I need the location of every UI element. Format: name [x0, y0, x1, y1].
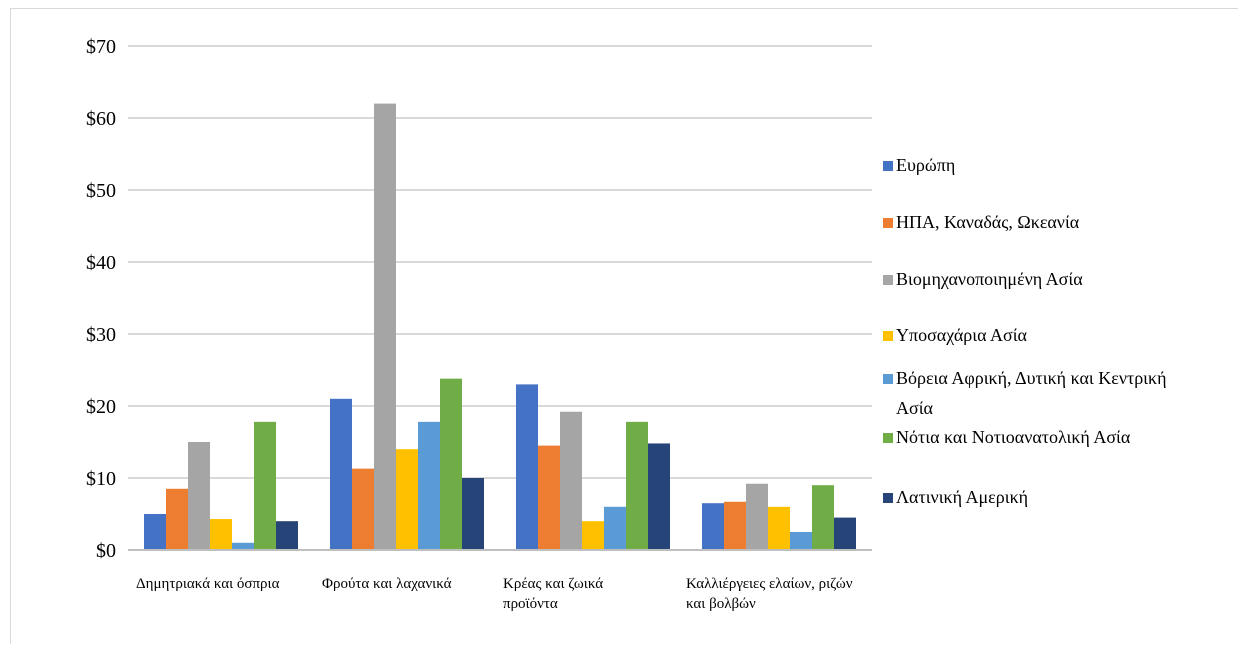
y-tick-label: $10 — [86, 468, 116, 490]
y-tick-label: $60 — [86, 108, 116, 130]
bar — [374, 103, 396, 550]
bar — [232, 542, 254, 550]
bar — [516, 384, 538, 550]
bar — [812, 485, 834, 550]
legend-swatch — [883, 275, 893, 285]
bar — [188, 442, 210, 550]
bar — [276, 521, 298, 550]
chart-frame — [10, 8, 1238, 644]
legend-entry: Υποσαχάρια Ασία — [896, 325, 1028, 345]
bar — [724, 501, 746, 550]
legend-swatch — [883, 493, 893, 503]
y-tick-label: $30 — [86, 324, 116, 346]
x-category-label: Καλλιέργειες ελαίων, ριζών και βολβών — [686, 576, 853, 612]
legend-swatch — [883, 433, 893, 443]
gridlines — [128, 45, 872, 479]
legend-entry: Βόρεια Αφρική, Δυτική και Κεντρική Ασία — [896, 368, 1167, 418]
bar — [648, 443, 670, 550]
legend-swatch — [883, 161, 893, 171]
bar — [396, 449, 418, 550]
bar — [768, 506, 790, 550]
bar — [330, 398, 352, 550]
bar — [834, 517, 856, 550]
x-category-label: Κρέας και ζωικά προϊόντα — [503, 576, 603, 612]
x-category-label: Δημητριακά και όσπρια — [136, 576, 280, 592]
bar — [144, 514, 166, 550]
legend-entry: Βιομηχανοποιημένη Ασία — [896, 269, 1083, 289]
bar — [462, 478, 484, 550]
legend-entry: Λατινική Αμερική — [896, 487, 1028, 507]
legend-swatch — [883, 374, 893, 384]
x-category-label: Φρούτα και λαχανικά — [322, 576, 452, 592]
legend-entry: Νότια και Νοτιοανατολική Ασία — [896, 427, 1131, 447]
bar — [538, 445, 560, 550]
bar — [440, 378, 462, 550]
y-tick-label: $20 — [86, 396, 116, 418]
bar — [746, 483, 768, 550]
bar — [604, 506, 626, 550]
bar — [790, 532, 812, 550]
bar — [560, 411, 582, 550]
bar — [418, 421, 440, 550]
bar — [582, 521, 604, 550]
legend-entry: ΗΠΑ, Καναδάς, Ωκεανία — [896, 212, 1080, 232]
legend-swatch — [883, 218, 893, 228]
bar — [352, 468, 374, 550]
legend-entry: Ευρώπη — [896, 155, 955, 175]
y-tick-label: $70 — [86, 36, 116, 58]
y-tick-label: $0 — [96, 540, 116, 562]
y-tick-label: $50 — [86, 180, 116, 202]
bar — [166, 488, 188, 550]
bar — [210, 519, 232, 550]
legend-swatch — [883, 331, 893, 341]
bar — [254, 421, 276, 550]
y-tick-label: $40 — [86, 252, 116, 274]
legend: Ευρώπη ΗΠΑ, Καναδάς, Ωκεανία Βιομηχανοποιη… — [883, 155, 1167, 507]
bar — [702, 503, 724, 550]
bars — [144, 103, 856, 550]
y-axis-ticks: $0 $10 $20 $30 $40 $50 $60 $70 — [86, 36, 116, 562]
bar — [626, 421, 648, 550]
x-axis-categories: Δημητριακά και όσπρια Φρούτα και λαχανικά… — [136, 576, 853, 612]
